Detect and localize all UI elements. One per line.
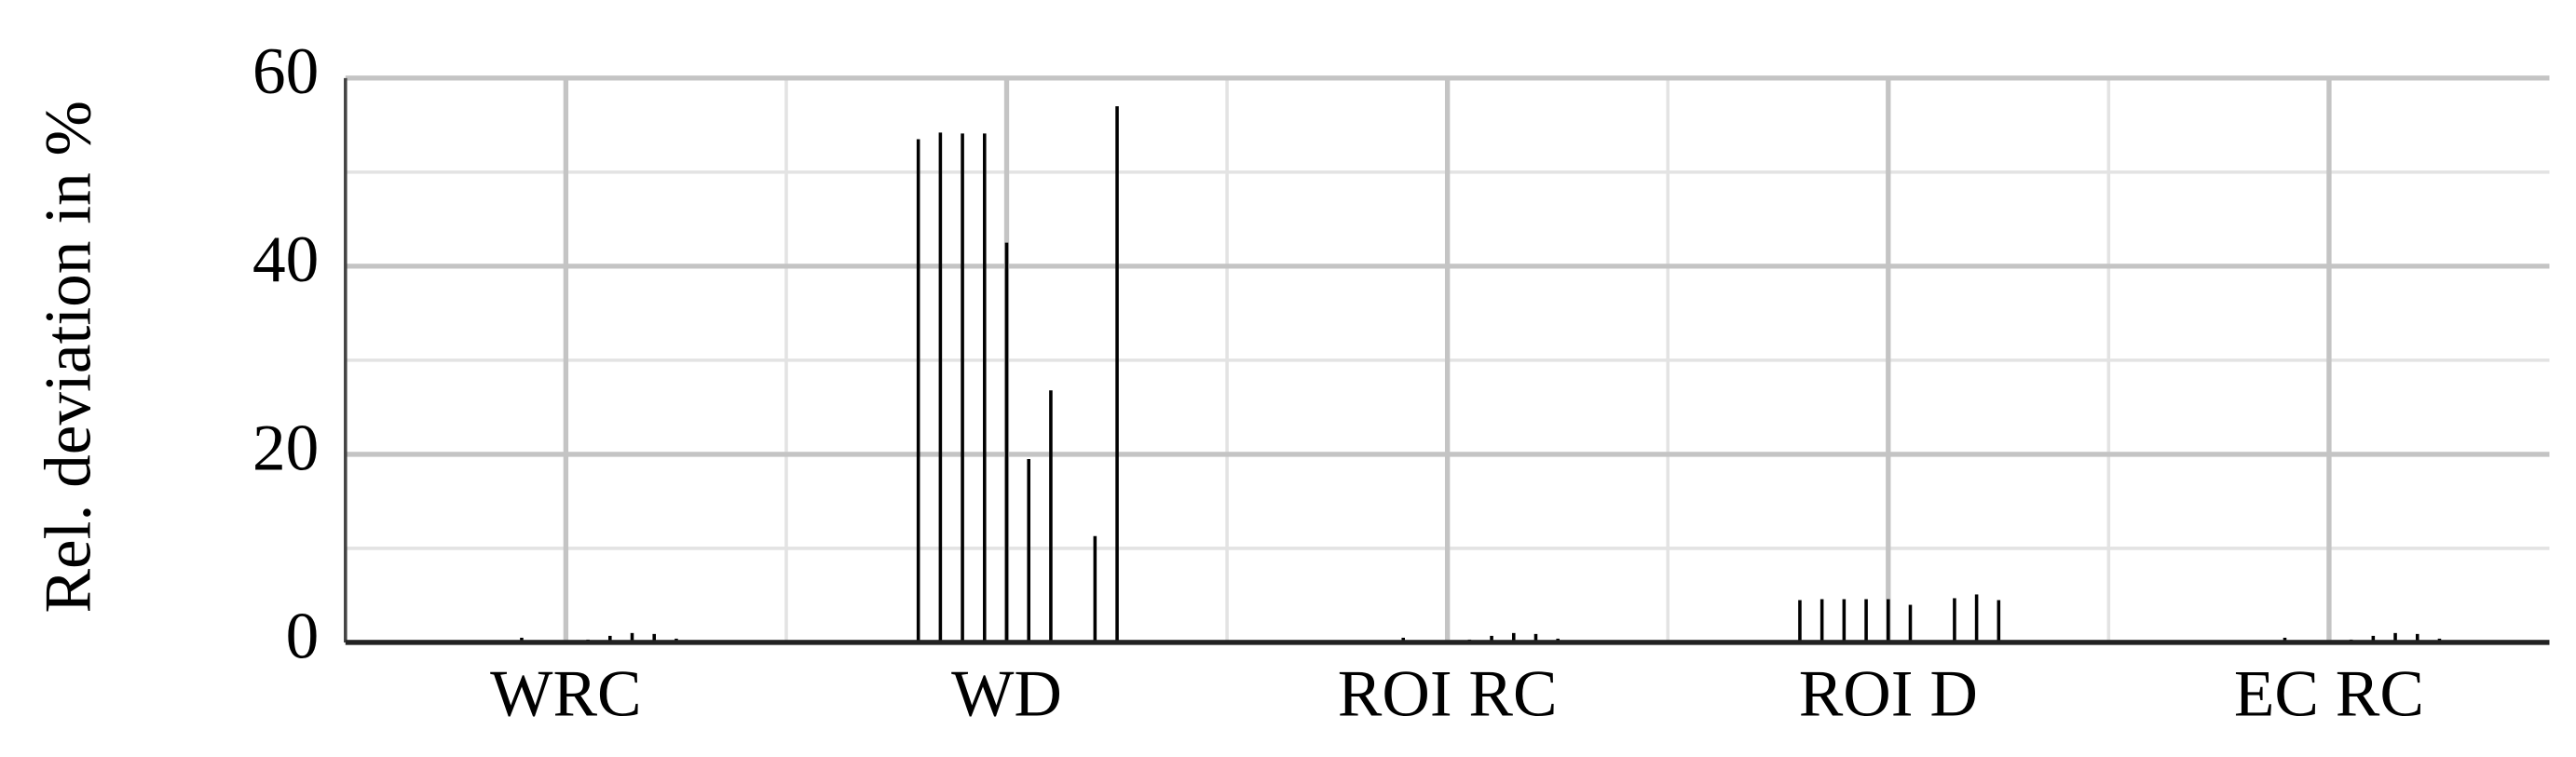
y-tick-label: 60 [252, 34, 319, 108]
x-tick-label: ROI RC [1338, 657, 1558, 731]
y-tick-label: 40 [252, 223, 319, 296]
y-tick-label: 20 [252, 411, 319, 484]
y-tick-label: 0 [286, 599, 320, 672]
y-axis-label: Rel. deviation in % [32, 101, 105, 613]
x-tick-label: EC RC [2234, 657, 2424, 731]
x-tick-label: ROI D [1799, 657, 1978, 731]
x-tick-label: WD [951, 657, 1062, 731]
x-tick-label: WRC [490, 657, 641, 731]
